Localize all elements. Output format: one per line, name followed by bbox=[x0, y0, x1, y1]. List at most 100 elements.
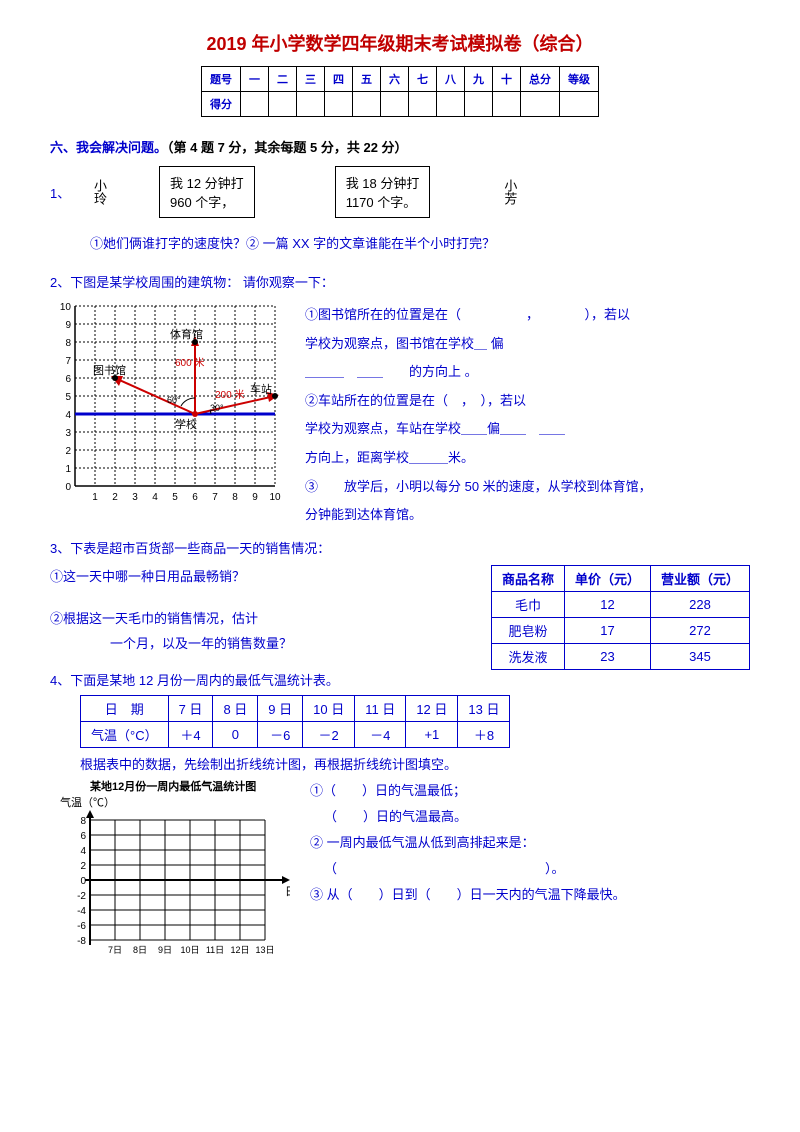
line-chart: 某地12月份一周内最低气温统计图 气温（℃） bbox=[60, 778, 290, 963]
q3-sub2: ②根据这一天毛巾的销售情况，估计 bbox=[50, 607, 491, 632]
pt-h: 营业额（元） bbox=[650, 565, 749, 591]
q3-container: ①这一天中哪一种日用品最畅销？ ②根据这一天毛巾的销售情况，估计 一个月，以及一… bbox=[50, 565, 750, 670]
score-h: 五 bbox=[353, 67, 381, 92]
score-h: 八 bbox=[437, 67, 465, 92]
q4-r1: ①（ ）日的气温最低； bbox=[310, 778, 626, 804]
q2-r4: ②车站所在的位置是在（ ， ），若以 bbox=[305, 387, 652, 416]
svg-text:2: 2 bbox=[80, 861, 86, 872]
svg-text:8日: 8日 bbox=[133, 945, 147, 955]
svg-text:5: 5 bbox=[172, 492, 178, 503]
q1-speech2-l2: 1170 个字。 bbox=[346, 192, 420, 211]
svg-text:3: 3 bbox=[132, 492, 138, 503]
score-h: 四 bbox=[325, 67, 353, 92]
q1-person2: 小芳 bbox=[500, 179, 519, 205]
svg-text:8: 8 bbox=[232, 492, 238, 503]
q2-r3: ＿＿＿ ＿＿ 的方向上 。 bbox=[305, 358, 652, 387]
q2-title: 2、下图是某学校周围的建筑物： 请你观察一下： bbox=[50, 272, 750, 291]
svg-text:6: 6 bbox=[192, 492, 198, 503]
q4-r3: ② 一周内最低气温从低到高排起来是： bbox=[310, 830, 626, 856]
q1-speech1: 我 12 分钟打 960 个字， bbox=[159, 166, 255, 218]
q1-sub: ①她们俩谁打字的速度快？② 一篇 XX 字的文章谁能在半个小时打完？ bbox=[90, 233, 750, 252]
score-h: 总分 bbox=[521, 67, 560, 92]
score-value-row: 得分 bbox=[202, 92, 599, 117]
q2-r8: 分钟能到达体育馆。 bbox=[305, 501, 652, 530]
q1-row: 1、 小玲 我 12 分钟打 960 个字， 我 18 分钟打 1170 个字。… bbox=[50, 166, 750, 218]
svg-text:车站: 车站 bbox=[250, 382, 272, 396]
svg-text:5: 5 bbox=[65, 392, 71, 403]
score-header-row: 题号 一 二 三 四 五 六 七 八 九 十 总分 等级 bbox=[202, 67, 599, 92]
svg-text:6: 6 bbox=[65, 374, 71, 385]
svg-text:2: 2 bbox=[65, 446, 71, 457]
svg-text:-2: -2 bbox=[77, 891, 86, 902]
q2-r6: 方向上，距离学校＿＿＿米。 bbox=[305, 444, 652, 473]
svg-text:200 米: 200 米 bbox=[215, 388, 244, 401]
svg-text:30°: 30° bbox=[210, 403, 224, 413]
q1-person1: 小玲 bbox=[90, 179, 109, 205]
svg-text:6: 6 bbox=[80, 831, 86, 842]
svg-text:1: 1 bbox=[92, 492, 98, 503]
svg-text:9: 9 bbox=[252, 492, 258, 503]
score-h: 题号 bbox=[202, 67, 241, 92]
score-h: 十 bbox=[493, 67, 521, 92]
score-h: 七 bbox=[409, 67, 437, 92]
svg-text:10: 10 bbox=[60, 302, 72, 313]
svg-text:600 米: 600 米 bbox=[175, 356, 204, 369]
q4-title: 4、下面是某地 12 月份一周内的最低气温统计表。 bbox=[50, 670, 750, 689]
page-title: 2019 年小学数学四年级期末考试模拟卷（综合） bbox=[50, 30, 750, 56]
score-h: 九 bbox=[465, 67, 493, 92]
svg-text:2: 2 bbox=[112, 492, 118, 503]
y-axis-label: 气温（℃） bbox=[60, 794, 115, 810]
svg-text:8: 8 bbox=[80, 816, 86, 827]
score-h: 等级 bbox=[560, 67, 599, 92]
svg-text:-6: -6 bbox=[77, 921, 86, 932]
svg-text:1: 1 bbox=[65, 464, 71, 475]
svg-text:体育馆: 体育馆 bbox=[170, 327, 203, 341]
svg-text:9: 9 bbox=[65, 320, 71, 331]
svg-text:8: 8 bbox=[65, 338, 71, 349]
section-6-title: 六、我会解决问题。（第 4 题 7 分，其余每题 5 分，共 22 分） bbox=[50, 137, 750, 156]
q1-speech1-l2: 960 个字， bbox=[170, 192, 244, 211]
svg-text:10日: 10日 bbox=[180, 945, 199, 955]
svg-text:7: 7 bbox=[212, 492, 218, 503]
section-6-label: 六、我会解决问题。 bbox=[50, 140, 167, 155]
svg-text:-4: -4 bbox=[77, 906, 86, 917]
svg-text:4: 4 bbox=[152, 492, 158, 503]
svg-text:7: 7 bbox=[65, 356, 71, 367]
q3-sub3: 一个月，以及一年的销售数量？ bbox=[110, 632, 491, 657]
q1-num: 1、 bbox=[50, 183, 80, 202]
svg-text:11日: 11日 bbox=[206, 945, 224, 955]
svg-text:学校: 学校 bbox=[175, 417, 197, 431]
q3-title: 3、下表是超市百货部一些商品一天的销售情况： bbox=[50, 538, 750, 557]
score-row-label: 得分 bbox=[202, 92, 241, 117]
q4-r5: ③ 从（ ）日到（ ）日一天内的气温下降最快。 bbox=[310, 882, 626, 908]
q4-r4: （ ）。 bbox=[324, 856, 626, 882]
score-h: 三 bbox=[297, 67, 325, 92]
q2-r5: 学校为观察点，车站在学校＿＿偏＿＿ ＿＿ bbox=[305, 415, 652, 444]
svg-text:0: 0 bbox=[65, 482, 71, 493]
q2-r1: ①图书馆所在的位置是在（ ， ），若以 bbox=[305, 301, 652, 330]
svg-text:3: 3 bbox=[65, 428, 71, 439]
q3-sub1: ①这一天中哪一种日用品最畅销？ bbox=[50, 565, 491, 590]
chart-title: 某地12月份一周内最低气温统计图 bbox=[90, 778, 290, 794]
svg-text:13日: 13日 bbox=[255, 945, 274, 955]
score-h: 二 bbox=[269, 67, 297, 92]
svg-text:12日: 12日 bbox=[230, 945, 249, 955]
svg-text:日期: 日期 bbox=[285, 885, 290, 898]
score-h: 六 bbox=[381, 67, 409, 92]
pt-h: 商品名称 bbox=[491, 565, 564, 591]
svg-text:0: 0 bbox=[80, 876, 86, 887]
svg-text:10: 10 bbox=[269, 492, 281, 503]
temp-table: 日 期 7 日8 日9 日 10 日11 日12 日 13 日 气温（°C） ＋… bbox=[80, 695, 510, 748]
svg-text:-8: -8 bbox=[77, 936, 86, 947]
score-table: 题号 一 二 三 四 五 六 七 八 九 十 总分 等级 得分 bbox=[201, 66, 599, 117]
svg-text:4: 4 bbox=[80, 846, 86, 857]
q2-container: 体育馆 图书馆 车站 学校 600 米 200 米 60° 30° 012 34… bbox=[50, 301, 750, 530]
q2-r7: ③ 放学后，小明以每分 50 米的速度，从学校到体育馆， bbox=[305, 473, 652, 502]
svg-text:7日: 7日 bbox=[108, 945, 122, 955]
q1-speech2-l1: 我 18 分钟打 bbox=[346, 173, 420, 192]
q1-speech1-l1: 我 12 分钟打 bbox=[170, 173, 244, 192]
section-6-subtitle: （第 4 题 7 分，其余每题 5 分，共 22 分） bbox=[167, 140, 408, 155]
q1-speech2: 我 18 分钟打 1170 个字。 bbox=[335, 166, 431, 218]
pt-h: 单价（元） bbox=[564, 565, 650, 591]
q4-questions: ①（ ）日的气温最低； （ ）日的气温最高。 ② 一周内最低气温从低到高排起来是… bbox=[310, 778, 626, 963]
